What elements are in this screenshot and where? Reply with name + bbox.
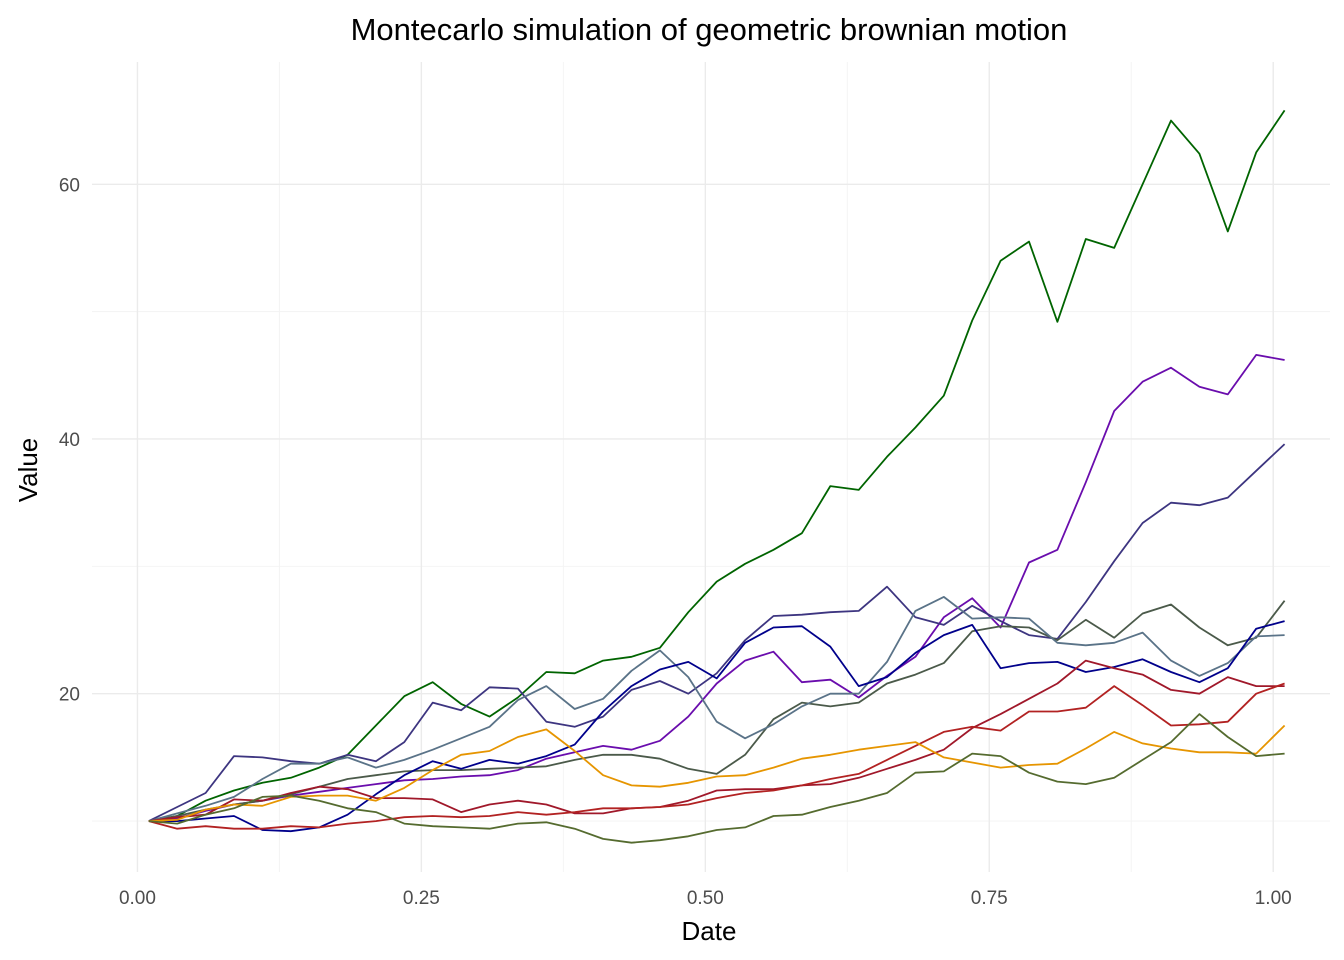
- series-line-10: [148, 713, 1285, 844]
- x-tick-label: 1.00: [1255, 888, 1292, 909]
- x-tick-label: 0.00: [119, 888, 156, 909]
- series-line-1: [148, 109, 1286, 822]
- series-layer: [148, 109, 1286, 844]
- grid-major: [92, 62, 1330, 872]
- series-line-4: [148, 600, 1286, 822]
- series-line-6: [148, 620, 1285, 833]
- x-tick-label: 0.25: [403, 888, 440, 909]
- series-line-9: [148, 724, 1286, 822]
- series-line-2: [148, 353, 1285, 822]
- y-tick-label: 40: [59, 430, 80, 451]
- grid-minor: [92, 62, 1330, 872]
- y-tick-label: 20: [59, 685, 80, 706]
- x-axis-title: Date: [682, 916, 737, 946]
- x-tick-labels: 0.00 0.25 0.50 0.75 1.00: [119, 888, 1292, 909]
- y-tick-label: 60: [59, 175, 80, 196]
- x-tick-label: 0.75: [971, 888, 1008, 909]
- series-line-3: [148, 443, 1286, 822]
- x-tick-label: 0.50: [687, 888, 724, 909]
- y-axis-title: Value: [13, 438, 43, 503]
- series-line-7: [148, 659, 1285, 822]
- series-line-5: [148, 596, 1285, 822]
- y-tick-labels: 20 40 60: [59, 175, 80, 705]
- series-line-8: [148, 682, 1285, 830]
- chart-title: Montecarlo simulation of geometric brown…: [351, 12, 1068, 47]
